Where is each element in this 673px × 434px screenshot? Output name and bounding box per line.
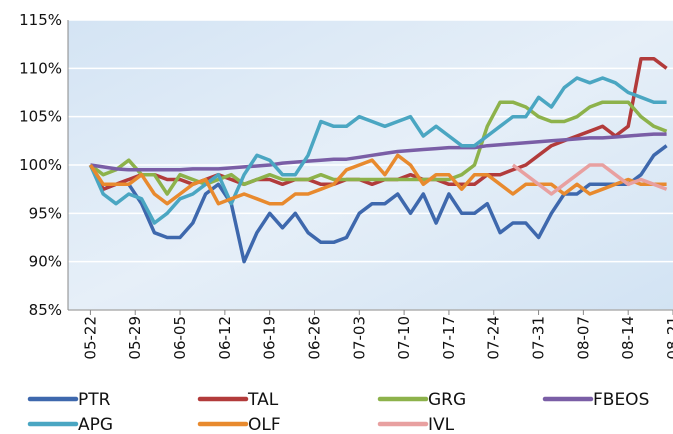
x-tick-label: 06-05 [171, 316, 189, 360]
y-tick-label: 85% [29, 301, 62, 319]
series-line [88, 76, 667, 225]
x-tick-label: 08-14 [619, 316, 637, 360]
x-tick-label: 05-29 [126, 316, 144, 360]
x-tick-label: 06-12 [216, 316, 234, 360]
legend-label: APG [78, 415, 113, 434]
x-tick-label: 05-22 [81, 316, 99, 360]
legend-label: OLF [248, 415, 281, 434]
x-tick-label: 07-31 [530, 316, 548, 360]
x-tick-label: 06-19 [261, 316, 279, 360]
x-tick-label: 07-03 [350, 316, 368, 360]
legend-label: PTR [78, 390, 111, 410]
series-line [88, 144, 668, 264]
y-tick-label: 95% [29, 204, 62, 222]
x-tick-label: 06-26 [305, 316, 323, 360]
x-tick-label: 08-21 [664, 316, 673, 360]
legend-label: IVL [428, 415, 455, 434]
x-tick-label: 07-24 [485, 316, 503, 360]
series-line [89, 100, 668, 196]
x-tick-label: 07-10 [395, 316, 413, 360]
x-tick-label: 07-17 [440, 316, 458, 360]
x-tick-label: 08-07 [574, 316, 592, 360]
y-tick-label: 110% [19, 59, 62, 77]
y-tick-label: 105% [19, 108, 62, 126]
y-tick-label: 100% [19, 156, 62, 174]
y-tick-label: 115% [19, 11, 62, 29]
legend-label: GRG [428, 390, 466, 410]
legend-label: FBEOS [593, 390, 649, 410]
legend-label: TAL [247, 390, 279, 410]
series-line [90, 132, 667, 172]
series-line [88, 153, 667, 206]
series-line [511, 163, 668, 196]
y-tick-label: 90% [29, 253, 62, 271]
